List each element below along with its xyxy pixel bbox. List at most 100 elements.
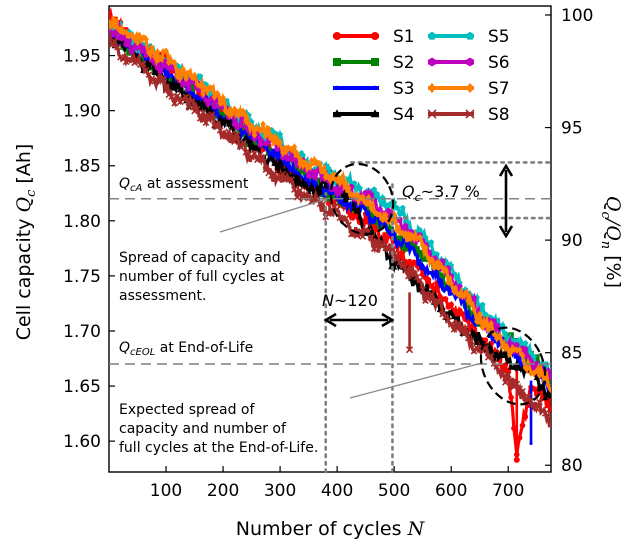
series-marker-S3 <box>338 200 342 204</box>
series-marker-S6 <box>280 154 286 161</box>
series-marker-S1 <box>371 32 379 40</box>
series-marker-S7 <box>263 132 269 140</box>
reference-lines <box>109 161 553 474</box>
series-marker-S1 <box>516 434 523 441</box>
series-marker-S7 <box>462 289 469 297</box>
series-marker-S3 <box>435 269 439 273</box>
series-marker-S7 <box>277 138 283 147</box>
series-marker-S7 <box>311 156 318 164</box>
series-marker-S1 <box>459 311 466 317</box>
series-marker-S6 <box>291 156 297 163</box>
series-marker-S8 <box>145 71 153 79</box>
series-marker-S4 <box>332 109 342 118</box>
y2-tick-label: 80 <box>561 456 583 476</box>
series-marker-S7 <box>274 135 281 143</box>
series-marker-S7 <box>519 351 526 359</box>
series-marker-S7 <box>214 89 221 98</box>
series-marker-S4 <box>245 137 252 144</box>
series-marker-S7 <box>143 35 149 43</box>
series-marker-S6 <box>471 295 477 302</box>
series-marker-S4 <box>282 165 289 172</box>
series-marker-S1 <box>511 425 517 432</box>
series-marker-S8 <box>499 370 506 377</box>
series-S7 <box>109 16 551 394</box>
series-marker-S4 <box>476 333 483 340</box>
series-marker-S4 <box>533 374 540 381</box>
series-marker-S7 <box>317 160 323 168</box>
series-marker-S3 <box>167 75 171 79</box>
series-marker-S8 <box>519 387 526 395</box>
series-marker-S8 <box>547 418 551 426</box>
series-marker-S8 <box>159 75 167 83</box>
series-marker-S5 <box>197 73 204 79</box>
series-marker-S8 <box>462 325 469 332</box>
series-marker-S6 <box>251 135 258 142</box>
series-marker-S7 <box>342 179 349 187</box>
series-marker-S8 <box>467 337 475 345</box>
series-marker-S3 <box>267 150 271 154</box>
series-marker-S7 <box>331 174 338 182</box>
series-marker-S4 <box>294 173 301 180</box>
series-marker-S7 <box>468 300 474 308</box>
series-marker-S7 <box>160 48 166 56</box>
series-marker-S7 <box>148 44 155 52</box>
series-marker-S4 <box>351 204 358 211</box>
series-marker-S7 <box>166 58 172 67</box>
x-axis-title: Number of cycles N <box>236 518 426 540</box>
series-marker-S3 <box>418 258 422 262</box>
series-marker-S1 <box>442 296 449 302</box>
series-marker-S8 <box>162 87 170 94</box>
series-marker-S4 <box>339 191 346 197</box>
series-marker-S6 <box>206 100 212 107</box>
series-marker-S4 <box>242 134 249 140</box>
series-marker-S4 <box>271 160 278 166</box>
series-marker-S7 <box>171 59 178 67</box>
series-marker-S8 <box>533 405 541 412</box>
legend-item-S6: S6 <box>428 53 510 73</box>
y2-tick-label: 100 <box>561 6 593 26</box>
series-marker-S7 <box>476 310 483 318</box>
series-marker-S7 <box>516 346 523 354</box>
series-marker-S4 <box>302 180 309 187</box>
x-tick-label: 300 <box>264 481 296 501</box>
series-marker-S2 <box>220 112 226 118</box>
series-marker-S3 <box>529 441 533 446</box>
series-marker-S7 <box>436 260 443 268</box>
series-marker-S5 <box>396 210 403 217</box>
series-marker-S3 <box>395 243 399 248</box>
series-marker-S7 <box>325 174 332 182</box>
series-marker-S6 <box>525 354 531 361</box>
series-marker-S7 <box>228 110 235 118</box>
series-marker-S3 <box>372 85 378 91</box>
series-marker-S5 <box>374 190 380 197</box>
axis-ticks: 100 200 300 400 500 600 700 1.60 1.65 1.70 1.75 1.8… <box>63 6 593 501</box>
series-marker-S3 <box>361 204 365 208</box>
series-marker-S7 <box>528 369 534 377</box>
eol-pointer-line <box>349 363 479 399</box>
series-marker-S4 <box>354 207 361 214</box>
series-marker-S7 <box>174 72 181 81</box>
series-marker-S7 <box>365 193 372 202</box>
series-marker-S4 <box>222 116 229 122</box>
series-marker-S7 <box>359 193 366 201</box>
series-marker-S4 <box>308 182 315 189</box>
eol-annotation: Expected spread of capacity and number o… <box>119 402 318 456</box>
y-tick-label: 1.75 <box>63 267 101 287</box>
series-marker-S5 <box>502 330 509 337</box>
series-marker-S7 <box>465 296 472 305</box>
series-marker-S3 <box>398 242 402 246</box>
series-marker-S7 <box>208 84 215 93</box>
series-S8 <box>109 32 551 428</box>
y2-axis-title: Qc/Qn [%] <box>598 196 624 288</box>
series-marker-S7 <box>348 190 355 199</box>
series-marker-S5 <box>479 301 486 308</box>
series-marker-S6 <box>402 223 409 230</box>
series-marker-S7 <box>234 108 241 116</box>
series-marker-S8 <box>208 111 216 118</box>
series-marker-S1 <box>448 301 454 308</box>
x-tick-label: 500 <box>378 481 410 501</box>
series-marker-S7 <box>300 161 306 170</box>
series-marker-S6 <box>263 140 269 147</box>
series-marker-S4 <box>356 213 364 220</box>
